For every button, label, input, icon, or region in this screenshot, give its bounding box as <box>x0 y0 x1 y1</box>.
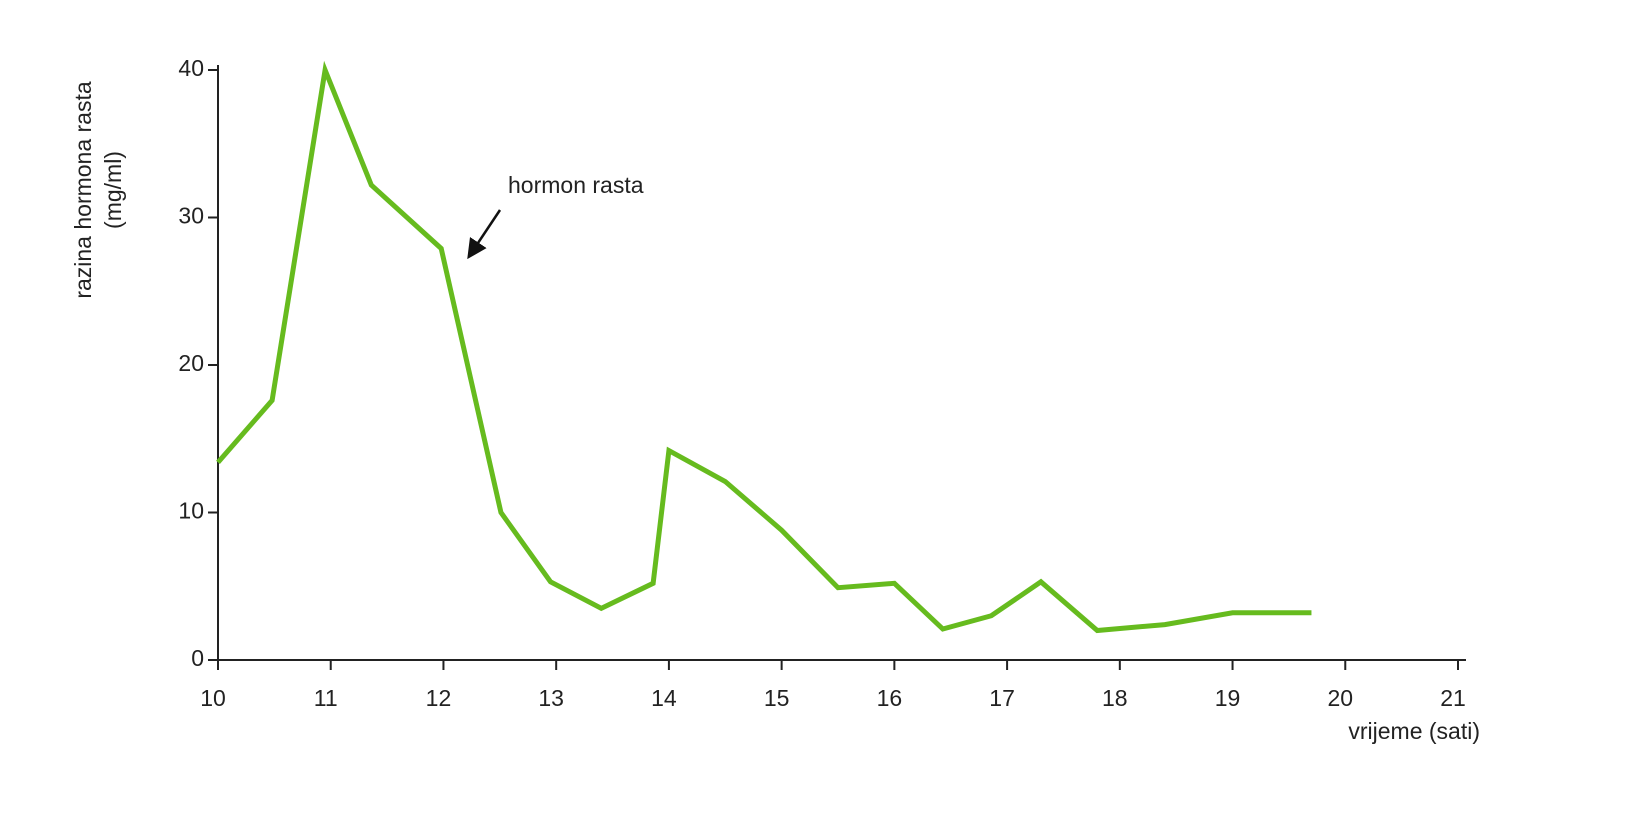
x-tick-label: 15 <box>764 685 790 711</box>
annotation: hormon rasta <box>508 172 644 198</box>
y-axis-label: (mg/ml) <box>100 151 126 229</box>
x-tick-label: 16 <box>877 685 903 711</box>
x-axis-label: vrijeme (sati) <box>1348 718 1480 744</box>
x-tick-label: 20 <box>1327 685 1353 711</box>
y-tick-label: 10 <box>178 498 204 524</box>
y-tick-label: 30 <box>178 203 204 229</box>
y-tick-label: 20 <box>178 350 204 376</box>
x-tick-label: 11 <box>314 685 338 711</box>
data-line <box>216 60 1312 634</box>
y-axis-label: razina hormona rasta <box>70 81 96 299</box>
x-tick-label: 19 <box>1215 685 1241 711</box>
y-tick-label: 40 <box>178 55 204 81</box>
x-tick-label: 21 <box>1440 685 1466 711</box>
annotation-arrow <box>467 209 502 260</box>
y-tick-label: 0 <box>191 645 204 671</box>
x-tick-label: 14 <box>651 685 677 711</box>
x-tick-label: 17 <box>989 685 1015 711</box>
x-tick-label: 10 <box>200 685 226 711</box>
x-tick-label: 18 <box>1102 685 1128 711</box>
x-tick-label: 13 <box>538 685 564 711</box>
x-tick-label: 12 <box>426 685 452 711</box>
